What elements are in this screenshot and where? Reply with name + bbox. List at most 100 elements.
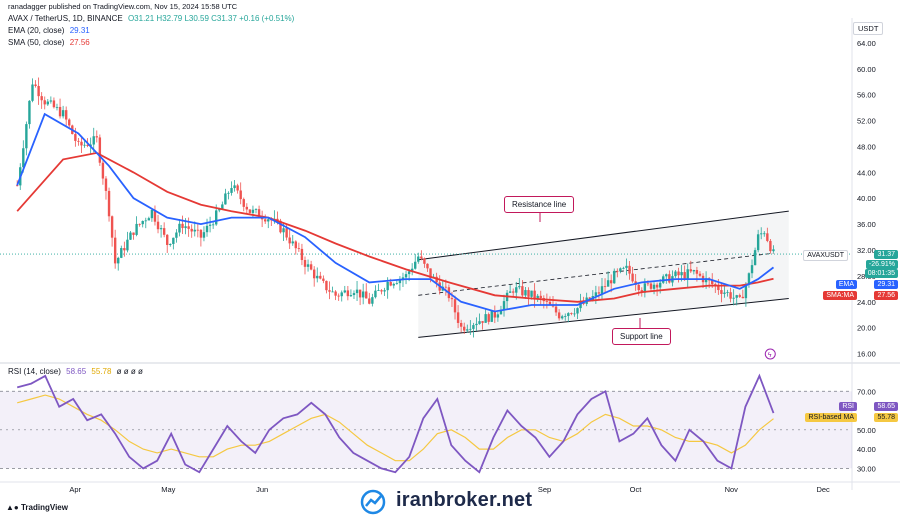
candle-body — [530, 290, 533, 297]
tradingview-logo-icon: ▲● — [6, 503, 19, 512]
candle-body — [512, 291, 515, 293]
candle-body — [303, 260, 307, 267]
ohlc-readout: O31.21 H32.79 L30.59 C31.37 +0.16 (+0.51… — [127, 14, 295, 23]
candle-body — [331, 291, 334, 293]
sma-legend[interactable]: SMA (50, close) 27.56 — [8, 38, 93, 47]
candle-body — [64, 110, 68, 120]
candle-body — [355, 289, 359, 294]
candle-body — [515, 287, 518, 293]
candle-body — [221, 204, 224, 210]
symbol-title: AVAX / TetherUS, 1D, BINANCE — [8, 14, 123, 23]
candle-body — [74, 134, 77, 141]
rsi-axis-tick: 30.00 — [857, 464, 876, 473]
price-axis-tick: 24.00 — [857, 298, 876, 307]
candle-body — [282, 228, 285, 233]
candle-body — [28, 100, 31, 125]
currency-label[interactable]: USDT — [853, 22, 884, 35]
candle-body — [294, 241, 298, 249]
candle-body — [487, 314, 490, 322]
candle-body — [732, 297, 735, 299]
resistance-annotation[interactable]: Resistance line — [504, 196, 575, 213]
candle-body — [545, 301, 549, 302]
candle-body — [698, 273, 702, 276]
candle-body — [576, 308, 579, 314]
candle-body — [153, 209, 157, 222]
price-axis-tick: 60.00 — [857, 65, 876, 74]
rsi-ma-legend-value: 55.78 — [91, 367, 112, 376]
support-annotation[interactable]: Support line — [612, 328, 671, 345]
ema-legend-label: EMA (20, close) — [8, 26, 65, 35]
candle-body — [31, 84, 34, 101]
time-axis-tick: Apr — [69, 485, 81, 494]
price-axis-tick: 48.00 — [857, 142, 876, 151]
candle-body — [328, 290, 331, 292]
tradingview-logo[interactable]: ▲● TradingView — [6, 503, 68, 512]
candle-body — [193, 229, 196, 232]
candle-body — [493, 310, 497, 318]
candle-body — [245, 206, 249, 210]
candle-body — [560, 316, 564, 319]
candle-body — [199, 229, 203, 238]
candle-body — [92, 136, 95, 145]
event-marker-icon — [764, 348, 776, 360]
candle-body — [380, 290, 383, 292]
candle-body — [312, 269, 316, 279]
candle-body — [726, 292, 729, 293]
candle-body — [117, 257, 120, 264]
candle-body — [156, 221, 160, 230]
candle-body — [368, 298, 371, 304]
candle-body — [61, 110, 65, 117]
candle-body — [741, 296, 745, 299]
candle-body — [291, 241, 294, 244]
rsi-legend-placeholders: ø ø ø ø — [116, 367, 143, 376]
candle-body — [257, 209, 261, 218]
candle-body — [40, 96, 43, 101]
candle-body — [401, 277, 405, 279]
candle-body — [756, 234, 760, 251]
ema-legend[interactable]: EMA (20, close) 29.31 — [8, 26, 93, 35]
candle-body — [481, 321, 484, 323]
candle-body — [750, 265, 754, 274]
candle-body — [646, 283, 650, 285]
candle-body — [322, 278, 325, 281]
candle-body — [606, 280, 610, 287]
candle-body — [300, 248, 304, 261]
candle-body — [744, 284, 748, 299]
candle-body — [340, 292, 343, 297]
time-axis-tick: Sep — [538, 485, 551, 494]
candle-body — [104, 178, 108, 191]
candle-body — [704, 278, 708, 283]
candle-body — [711, 280, 714, 285]
candle-body — [444, 286, 448, 288]
candle-body — [49, 100, 53, 102]
candle-body — [288, 237, 291, 244]
candle-body — [600, 286, 604, 294]
candle-body — [404, 274, 408, 278]
candle-body — [524, 290, 527, 296]
rsi-tag: RSI — [839, 402, 857, 411]
candle-body — [484, 314, 487, 323]
ema-price-tag: 29.31 — [874, 280, 898, 289]
candle-body — [567, 313, 570, 316]
candle-body — [695, 270, 699, 274]
candle-body — [490, 310, 493, 322]
candle-body — [478, 321, 481, 324]
candle-body — [410, 268, 414, 272]
candle-body — [202, 232, 206, 238]
candle-body — [395, 283, 399, 284]
candle-body — [769, 240, 772, 252]
candle-body — [683, 272, 686, 279]
candle-body — [147, 218, 151, 221]
price-axis-tick: 20.00 — [857, 324, 876, 333]
candle-body — [760, 233, 763, 235]
candle-body — [536, 295, 539, 299]
price-axis-tick: 52.00 — [857, 117, 876, 126]
candle-body — [459, 322, 463, 327]
candle-body — [162, 228, 166, 235]
sma-line — [16, 151, 774, 303]
candle-body — [594, 292, 598, 297]
candle-body — [135, 223, 138, 235]
rsi-legend[interactable]: RSI (14, close) 58.65 55.78 ø ø ø ø — [8, 367, 146, 376]
